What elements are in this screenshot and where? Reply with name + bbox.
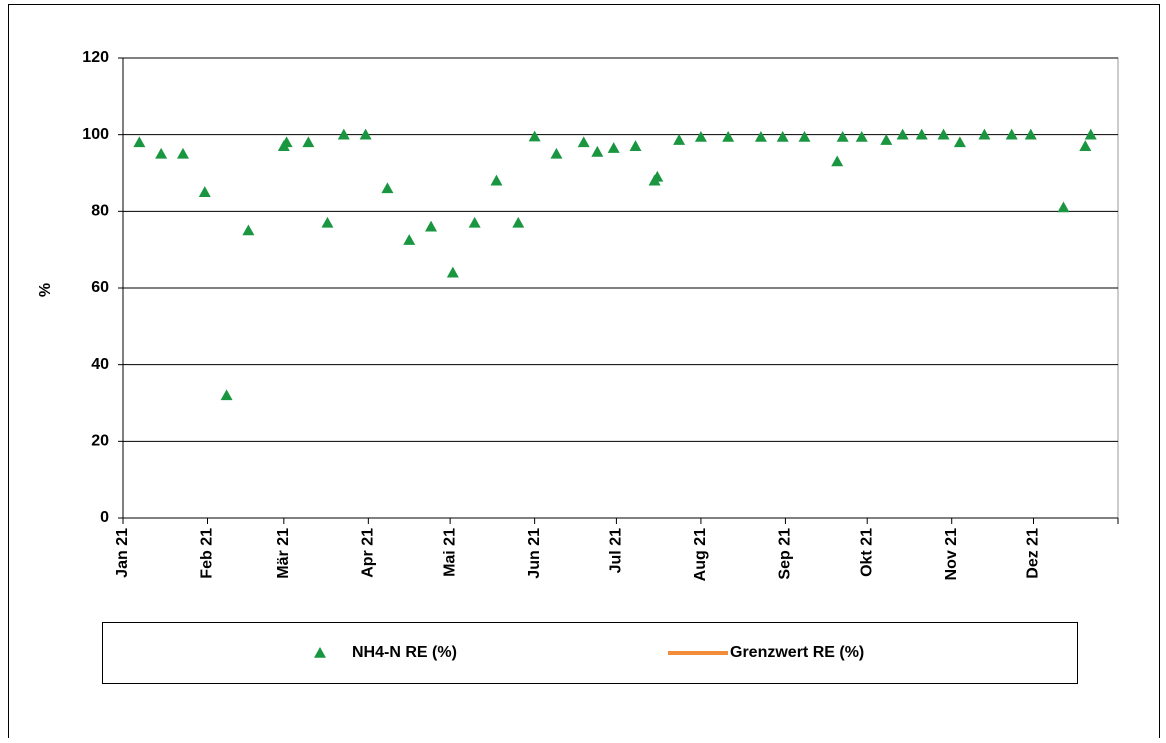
data-point xyxy=(915,128,928,140)
data-point xyxy=(754,130,767,142)
x-tick-label: Dez 21 xyxy=(1025,528,1042,579)
data-point xyxy=(280,136,293,148)
y-tick-label: 60 xyxy=(91,279,109,296)
data-point xyxy=(629,140,642,151)
legend-label: Grenzwert RE (%) xyxy=(730,644,864,661)
x-tick-label: Aug 21 xyxy=(692,528,709,581)
data-point xyxy=(577,136,590,148)
data-point xyxy=(220,389,233,401)
data-point xyxy=(651,170,664,182)
x-tick-label: Jul 21 xyxy=(608,528,625,573)
legend-box xyxy=(102,622,1078,684)
y-tick-label: 80 xyxy=(91,203,109,220)
data-point xyxy=(302,136,315,148)
data-point xyxy=(831,155,844,167)
x-tick-label: Jun 21 xyxy=(526,528,543,579)
data-point xyxy=(836,130,849,142)
data-point xyxy=(403,234,416,245)
x-tick-label: Feb 21 xyxy=(199,528,216,579)
y-axis-label: % xyxy=(37,283,54,297)
data-point xyxy=(550,147,563,159)
data-point xyxy=(242,224,255,236)
legend-marker xyxy=(314,647,326,658)
x-tick-label: Okt 21 xyxy=(858,528,875,577)
data-point xyxy=(673,134,686,145)
data-point xyxy=(446,266,459,278)
y-tick-label: 0 xyxy=(100,509,109,526)
data-point xyxy=(1057,201,1070,213)
data-point xyxy=(528,130,541,142)
data-point xyxy=(1005,128,1018,140)
y-tick-label: 100 xyxy=(82,126,109,143)
data-point xyxy=(512,216,525,228)
x-tick-label: Mai 21 xyxy=(441,528,458,577)
data-point xyxy=(880,134,893,145)
data-point xyxy=(133,136,146,148)
data-point xyxy=(694,130,707,142)
data-point xyxy=(937,128,950,140)
x-tick-label: Sep 21 xyxy=(777,528,794,580)
y-tick-label: 120 xyxy=(82,49,109,66)
data-point xyxy=(1079,140,1092,151)
data-point xyxy=(425,220,438,232)
data-point xyxy=(776,130,789,142)
x-tick-label: Jan 21 xyxy=(114,528,131,578)
data-point xyxy=(855,130,868,142)
x-tick-label: Apr 21 xyxy=(360,528,377,578)
data-point xyxy=(978,128,991,140)
data-point xyxy=(607,142,620,153)
data-point xyxy=(155,147,168,159)
x-tick-label: Nov 21 xyxy=(943,528,960,581)
data-point xyxy=(798,130,811,142)
data-point xyxy=(468,216,481,228)
data-point xyxy=(896,128,909,140)
y-tick-label: 20 xyxy=(91,433,109,450)
chart-border xyxy=(8,4,1160,743)
data-point xyxy=(381,182,394,194)
data-point xyxy=(490,174,503,186)
data-point xyxy=(337,128,350,140)
data-point xyxy=(198,186,211,197)
data-point xyxy=(591,145,604,157)
data-point xyxy=(953,136,966,148)
x-tick-label: Mär 21 xyxy=(275,528,292,579)
data-point xyxy=(176,147,189,159)
y-tick-label: 40 xyxy=(91,356,109,373)
data-point xyxy=(722,130,735,142)
data-point xyxy=(1024,128,1037,140)
data-point xyxy=(359,128,372,140)
data-point xyxy=(1084,128,1097,140)
data-point xyxy=(321,216,334,228)
legend-label: NH4-N RE (%) xyxy=(352,644,457,661)
